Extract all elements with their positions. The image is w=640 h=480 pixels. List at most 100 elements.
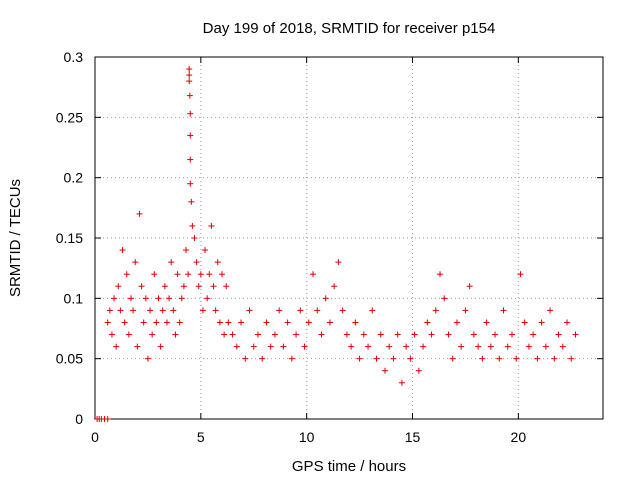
data-point: [572, 331, 579, 338]
data-point: [174, 271, 181, 278]
data-point: [293, 331, 300, 338]
data-point: [534, 355, 541, 362]
data-point: [297, 307, 304, 314]
data-point: [186, 92, 193, 99]
chart-title: Day 199 of 2018, SRMTID for receiver p15…: [203, 20, 496, 37]
data-point: [551, 355, 558, 362]
data-point: [390, 355, 397, 362]
data-point: [242, 355, 249, 362]
data-point: [428, 331, 435, 338]
data-point: [138, 283, 145, 290]
data-point: [483, 319, 490, 326]
data-point: [106, 307, 113, 314]
data-point: [136, 210, 143, 217]
data-point: [183, 247, 190, 254]
data-point: [343, 331, 350, 338]
data-point: [377, 331, 384, 338]
data-point: [188, 198, 195, 205]
data-point: [479, 355, 486, 362]
data-point: [449, 355, 456, 362]
data-point: [335, 259, 342, 266]
x-tick-label: 5: [197, 429, 205, 445]
data-point: [407, 355, 414, 362]
data-point: [221, 331, 228, 338]
data-point: [115, 283, 122, 290]
data-point: [159, 307, 166, 314]
y-tick-label: 0.15: [56, 230, 83, 246]
data-point: [508, 331, 515, 338]
x-tick-label: 15: [405, 429, 421, 445]
data-point: [187, 110, 194, 117]
data-point: [369, 307, 376, 314]
data-point: [314, 307, 321, 314]
data-point: [542, 343, 549, 350]
data-point: [163, 319, 170, 326]
data-point: [186, 78, 193, 85]
x-tick-label: 20: [511, 429, 527, 445]
data-point: [149, 331, 156, 338]
data-point: [466, 283, 473, 290]
data-point: [246, 307, 253, 314]
data-point: [458, 343, 465, 350]
data-point: [487, 343, 494, 350]
data-point: [144, 355, 151, 362]
data-point: [191, 235, 198, 241]
data-point: [176, 319, 183, 326]
data-point: [288, 355, 295, 362]
data-point: [108, 331, 115, 338]
data-point: [445, 331, 452, 338]
data-point: [360, 331, 367, 338]
data-point: [212, 307, 219, 314]
y-tick-label: 0.05: [56, 351, 83, 367]
data-point: [492, 331, 499, 338]
data-point: [513, 355, 520, 362]
data-point: [142, 295, 149, 302]
y-tick-label: 0.2: [64, 170, 84, 186]
data-point: [225, 319, 232, 326]
data-point: [223, 283, 230, 290]
data-point: [151, 271, 158, 278]
y-axis: 0 0.05 0.1 0.15 0.2 0.25 0.3: [56, 49, 603, 427]
data-point: [195, 283, 202, 290]
y-axis-title: SRMTID / TECUs: [7, 179, 24, 297]
data-point: [538, 319, 545, 326]
x-axis: 0 5 10 15 20: [91, 57, 526, 445]
data-point: [204, 295, 211, 302]
data-point: [199, 307, 206, 314]
data-point: [185, 271, 192, 278]
data-point: [254, 331, 261, 338]
data-point: [530, 331, 537, 338]
data-point: [547, 307, 554, 314]
data-point: [189, 222, 196, 229]
data-point: [403, 343, 410, 350]
data-point: [420, 343, 427, 350]
data-point: [206, 271, 213, 278]
data-point: [339, 307, 346, 314]
data-point: [134, 343, 141, 350]
data-point: [411, 331, 418, 338]
y-tick-label: 0.3: [64, 49, 84, 65]
data-point: [113, 343, 120, 350]
data-point: [500, 307, 507, 314]
data-point: [263, 319, 270, 326]
data-point: [301, 343, 308, 350]
data-point: [521, 319, 528, 326]
data-point: [104, 416, 111, 422]
data-point: [437, 271, 444, 278]
data-point: [373, 355, 380, 362]
data-point: [432, 307, 439, 314]
data-point: [104, 319, 111, 326]
data-point: [331, 283, 338, 290]
data-point: [250, 343, 257, 350]
data-point: [187, 132, 194, 139]
data-point: [123, 271, 130, 278]
data-point: [356, 355, 363, 362]
data-point: [326, 319, 333, 326]
data-point: [157, 343, 164, 350]
data-point: [568, 355, 575, 362]
data-point: [155, 295, 162, 302]
data-point: [111, 295, 118, 302]
data-point: [132, 259, 139, 266]
data-point: [504, 343, 511, 350]
data-point: [147, 307, 154, 314]
